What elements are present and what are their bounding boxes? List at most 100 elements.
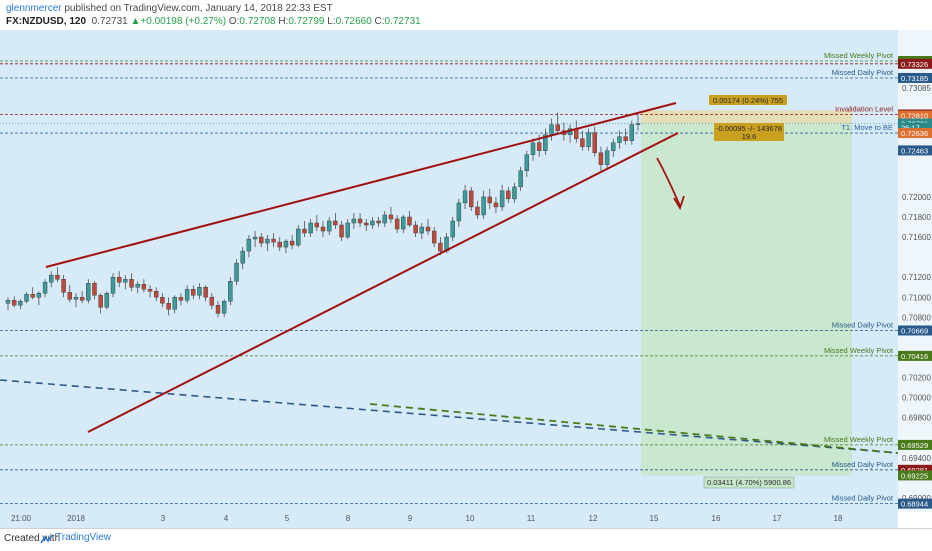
candle (475, 200, 480, 219)
candle-body (11, 300, 17, 306)
level-label: Missed Daily Pivot (832, 460, 894, 469)
risk-box-text: 0.00174 (0.24%) 755 (713, 96, 783, 105)
candle-body (469, 190, 474, 208)
candle (61, 275, 66, 298)
candle-body (364, 222, 369, 226)
candle (493, 196, 499, 213)
candle-body (129, 278, 134, 288)
open-label: O: (228, 16, 240, 27)
level-label: Missed Daily Pivot (832, 320, 894, 329)
level-label: Missed Daily Pivot (832, 68, 894, 77)
target-box: 0.03411 (4.70%) 5900.86 (703, 476, 795, 489)
price-tag-bg (898, 498, 932, 509)
level-label: T1: Move to BE (841, 123, 893, 132)
candle-body (5, 300, 11, 304)
candle (79, 291, 85, 304)
candle-body (283, 240, 289, 248)
y-tick-label: 0.71200 (902, 273, 931, 282)
candle (394, 214, 400, 234)
price-tag-text: 0.69281 (901, 466, 928, 475)
candle (555, 112, 560, 135)
candle (314, 214, 320, 232)
candle-body (178, 297, 184, 301)
risk-box: 0.00174 (0.24%) 755 (709, 95, 787, 105)
candle (24, 292, 29, 304)
candle-body (413, 224, 418, 234)
y-tick-label: 0.69800 (902, 414, 931, 423)
candle (178, 293, 184, 306)
candle-body (580, 138, 585, 147)
candle (611, 138, 616, 157)
price-tag-text: 0.70669 (901, 326, 928, 335)
candle (147, 285, 153, 298)
y-tick-label: 0.72000 (902, 193, 931, 202)
candle (18, 299, 23, 310)
x-tick-label: 16 (712, 514, 721, 523)
candle-body (246, 238, 252, 252)
candle (265, 235, 270, 252)
price-chart[interactable]: Missed Weekly Pivot Missed Daily Pivot Inv… (0, 30, 932, 530)
author-link[interactable]: glennmercer (6, 3, 62, 14)
symbol-label[interactable]: FX:NZDUSD, 120 (6, 16, 87, 27)
target-box-bg (703, 476, 795, 489)
low-label: L: (327, 16, 336, 27)
candle-body (172, 297, 177, 310)
candle-body (555, 124, 560, 131)
candle-body (141, 284, 147, 290)
price-tag-text: 0.68944 (901, 500, 928, 509)
price-tag-bg (898, 122, 932, 133)
candle (259, 233, 264, 248)
candle-body (475, 206, 480, 216)
candle (617, 130, 622, 149)
entry-box-subtext: 19.6 (742, 132, 757, 141)
candle-body (184, 289, 190, 301)
tradingview-brand[interactable]: TradingView (56, 532, 112, 543)
candle-body (104, 293, 110, 308)
candle-body (425, 226, 431, 232)
candle (524, 150, 530, 177)
candle-body (289, 240, 295, 246)
candle (419, 222, 425, 240)
y-tick-label: 0.69000 (902, 494, 931, 503)
candle-body (462, 190, 468, 204)
candle-body (450, 220, 455, 238)
candle (215, 301, 221, 318)
candle (271, 233, 276, 248)
candle (345, 218, 350, 240)
candle (160, 293, 165, 308)
candle-body (401, 216, 406, 230)
y-tick-label: 0.70200 (902, 374, 931, 383)
chart-header: glennmercer published on TradingView.com… (0, 0, 932, 30)
candle (302, 220, 307, 238)
candle-body (61, 278, 66, 293)
candle (234, 259, 239, 286)
candle-body (635, 123, 641, 125)
y-tick-label: 0.71000 (902, 293, 931, 302)
candle-body (116, 276, 122, 283)
candle-body (277, 241, 282, 248)
candle-body (191, 289, 196, 296)
candle (11, 296, 17, 308)
candle (5, 297, 11, 311)
candle-body (240, 250, 245, 264)
candle (357, 212, 363, 228)
price-tag: 0.72636 (898, 128, 932, 139)
candle-body (407, 216, 412, 226)
candle-body (271, 238, 276, 243)
candle-body (351, 218, 357, 224)
candle (154, 287, 159, 302)
price-tag: 0.70669 (898, 325, 932, 336)
candle (499, 184, 505, 211)
candle (481, 190, 486, 219)
price-tag-bg (898, 58, 932, 69)
x-tick-label: 18 (834, 514, 843, 523)
candle (203, 285, 208, 302)
candle (141, 279, 147, 293)
candle-body (333, 220, 338, 226)
price-tag-bg (898, 72, 932, 83)
candle-body (123, 278, 128, 283)
candle (407, 210, 412, 228)
high-value: 0.72799 (288, 16, 325, 27)
footer-bar: Created with TradingView (0, 528, 932, 551)
candle (36, 291, 42, 306)
